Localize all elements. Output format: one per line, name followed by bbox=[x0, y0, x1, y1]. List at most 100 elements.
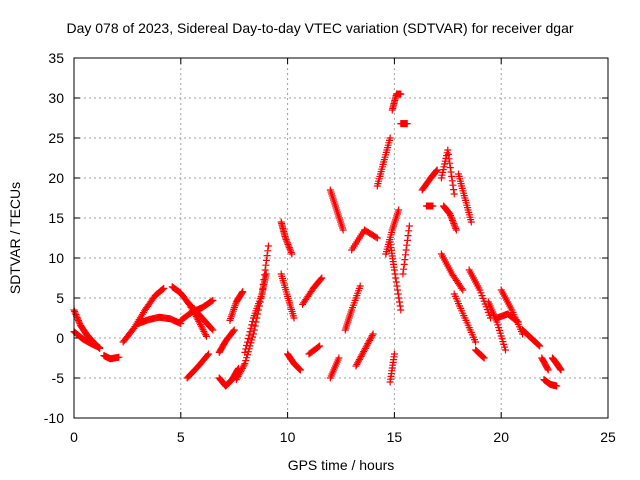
series-track-12 bbox=[226, 288, 247, 324]
data-point bbox=[369, 330, 377, 338]
data-point bbox=[237, 368, 245, 376]
data-point bbox=[262, 256, 270, 264]
data-point bbox=[247, 324, 255, 332]
y-tick-label: -5 bbox=[52, 370, 65, 386]
y-tick-label: 30 bbox=[48, 90, 64, 106]
data-point bbox=[209, 296, 217, 304]
data-point bbox=[159, 285, 167, 293]
data-point bbox=[359, 349, 367, 357]
y-tick-label: 20 bbox=[48, 170, 64, 186]
data-point bbox=[71, 308, 79, 316]
data-point bbox=[448, 172, 456, 180]
data-point bbox=[513, 317, 521, 325]
data-point bbox=[197, 322, 205, 330]
x-tick-label: 0 bbox=[70, 429, 78, 445]
series-track-35 bbox=[440, 202, 460, 234]
data-point bbox=[401, 256, 409, 264]
plot-frame bbox=[73, 57, 609, 419]
data-point bbox=[356, 354, 364, 362]
data-point bbox=[363, 341, 371, 349]
y-tick-label: 0 bbox=[56, 330, 64, 346]
data-point bbox=[361, 344, 369, 352]
data-point bbox=[235, 371, 243, 379]
data-point bbox=[450, 221, 458, 229]
data-point bbox=[205, 350, 213, 358]
data-point bbox=[402, 246, 410, 254]
x-tick-label: 10 bbox=[280, 429, 296, 445]
data-point bbox=[397, 90, 405, 98]
data-point bbox=[450, 186, 458, 194]
data-point bbox=[396, 298, 404, 306]
data-point bbox=[243, 338, 251, 346]
data-point bbox=[74, 315, 82, 323]
data-point bbox=[432, 168, 440, 176]
data-point bbox=[446, 210, 454, 218]
data-point bbox=[402, 251, 410, 259]
data-point bbox=[245, 331, 253, 339]
data-point bbox=[238, 289, 246, 297]
data-point bbox=[287, 248, 295, 256]
grid bbox=[73, 57, 609, 419]
data-point bbox=[373, 234, 381, 242]
data-point bbox=[239, 288, 247, 296]
data-point bbox=[446, 164, 454, 172]
data-point bbox=[284, 240, 292, 248]
series-track-11 bbox=[215, 326, 238, 356]
data-point bbox=[198, 324, 206, 332]
data-point bbox=[201, 329, 209, 337]
series-track-22 bbox=[341, 282, 364, 334]
y-tick-label: 10 bbox=[48, 250, 64, 266]
y-axis-label: SDTVAR / TECUs bbox=[7, 181, 23, 295]
data-point bbox=[339, 226, 347, 234]
data-point bbox=[232, 376, 240, 384]
data-point bbox=[74, 317, 82, 325]
data-point bbox=[448, 215, 456, 223]
data-point bbox=[335, 354, 343, 362]
series-track-16 bbox=[277, 270, 298, 322]
data-point bbox=[208, 325, 216, 333]
data-point bbox=[397, 306, 405, 314]
data-point bbox=[285, 242, 293, 250]
series-track-30 bbox=[397, 120, 411, 128]
data-point bbox=[394, 290, 402, 298]
data-point bbox=[242, 345, 250, 353]
data-point bbox=[241, 348, 249, 356]
data-point bbox=[73, 314, 81, 322]
data-point bbox=[202, 331, 210, 339]
data-point bbox=[238, 364, 246, 372]
tick-labels: 0 5 10 15 20 25 -10 -5 0 5 10 15 20 25 30 35 bbox=[44, 50, 616, 445]
data-point bbox=[395, 206, 403, 214]
data-point bbox=[360, 346, 368, 354]
data-point bbox=[248, 336, 256, 344]
data-point bbox=[243, 354, 251, 362]
data-point bbox=[262, 261, 270, 269]
data-point bbox=[390, 266, 398, 274]
series-track-29 bbox=[386, 350, 398, 386]
series-track-36 bbox=[454, 170, 475, 226]
series-track-03 bbox=[100, 352, 123, 363]
data-point bbox=[429, 202, 437, 210]
x-tick-label: 5 bbox=[177, 429, 185, 445]
data-point bbox=[261, 266, 269, 274]
data-point bbox=[241, 360, 249, 368]
data-point bbox=[160, 284, 168, 292]
data-point bbox=[393, 282, 401, 290]
data-point bbox=[433, 166, 441, 174]
data-point bbox=[459, 286, 467, 294]
series-track-20 bbox=[326, 186, 347, 234]
data-point bbox=[248, 321, 256, 329]
data-point bbox=[362, 343, 370, 351]
data-point bbox=[96, 344, 104, 352]
x-axis-label: GPS time / hours bbox=[287, 457, 395, 473]
data-point bbox=[445, 155, 453, 163]
data-point bbox=[247, 339, 255, 347]
data-point bbox=[405, 222, 413, 230]
data-point bbox=[534, 340, 542, 348]
data-point bbox=[448, 177, 456, 185]
data-point bbox=[458, 284, 466, 292]
data-point bbox=[536, 342, 544, 350]
data-point bbox=[356, 282, 364, 290]
series-track-09 bbox=[187, 302, 217, 334]
y-tick-label: -10 bbox=[44, 410, 64, 426]
